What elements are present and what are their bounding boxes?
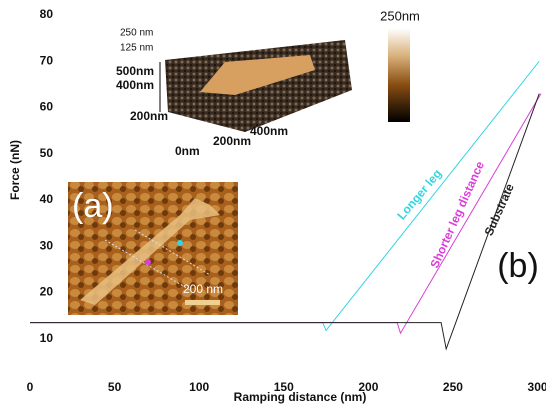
inset-label: (a)	[72, 187, 114, 225]
force-curve	[30, 93, 540, 351]
z-tick: 125 nm	[120, 43, 153, 54]
y-tick-label: 20	[40, 285, 54, 299]
colorbar-label: 250nm	[380, 8, 420, 23]
x-tick: 0nm	[175, 144, 200, 158]
curve-label: Longer leg	[394, 166, 444, 222]
x-tick-label: 200	[358, 380, 378, 394]
y-tick-label: 10	[40, 331, 54, 345]
scale-bar-label: 200 nm	[183, 282, 223, 296]
topography-inset: 250 nm 125 nm 500nm 400nm 200nm 0nm 200n…	[116, 8, 420, 158]
scale-bar	[185, 300, 220, 305]
x-tick: 200nm	[213, 134, 251, 148]
y-tick-label: 60	[40, 100, 54, 114]
y-tick: 200nm	[130, 109, 168, 123]
marker	[145, 259, 151, 265]
y-axis-label: Force (nN)	[8, 140, 22, 200]
x-tick-label: 250	[443, 380, 463, 394]
y-tick: 500nm	[116, 64, 154, 78]
x-axis-label: Ramping distance (nm)	[234, 390, 367, 404]
scan-line	[104, 239, 191, 291]
x-tick-label: 100	[189, 380, 209, 394]
x-tick-label: 150	[274, 380, 294, 394]
curve-label: Substrate	[482, 181, 517, 238]
nanowire	[80, 198, 220, 305]
x-tick-label: 50	[108, 380, 122, 394]
y-tick-label: 50	[40, 146, 54, 160]
scan-line	[134, 229, 211, 276]
y-tick-label: 40	[40, 192, 54, 206]
marker	[177, 240, 183, 246]
x-tick-label: 0	[27, 380, 34, 394]
nanowire-3d	[200, 55, 315, 95]
y-tick-label: 80	[40, 7, 54, 21]
afm-inset: (a) 200 nm	[68, 182, 238, 315]
z-tick: 250 nm	[120, 28, 153, 39]
y-tick-label: 70	[40, 53, 54, 67]
x-tick-label: 300	[528, 380, 546, 394]
x-tick: 400nm	[250, 124, 288, 138]
colorbar	[388, 28, 410, 122]
panel-label: (b)	[497, 247, 539, 285]
y-tick: 400nm	[116, 78, 154, 92]
y-tick-label: 30	[40, 238, 54, 252]
